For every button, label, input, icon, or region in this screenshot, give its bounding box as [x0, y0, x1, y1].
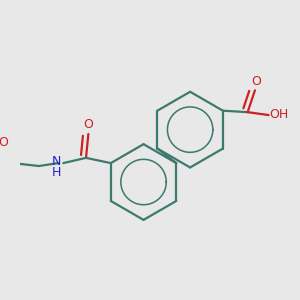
Text: O: O: [251, 75, 261, 88]
Text: O: O: [83, 118, 93, 131]
Text: OH: OH: [269, 108, 288, 121]
Text: N: N: [52, 155, 61, 168]
Text: H: H: [52, 166, 61, 179]
Text: O: O: [0, 136, 8, 149]
